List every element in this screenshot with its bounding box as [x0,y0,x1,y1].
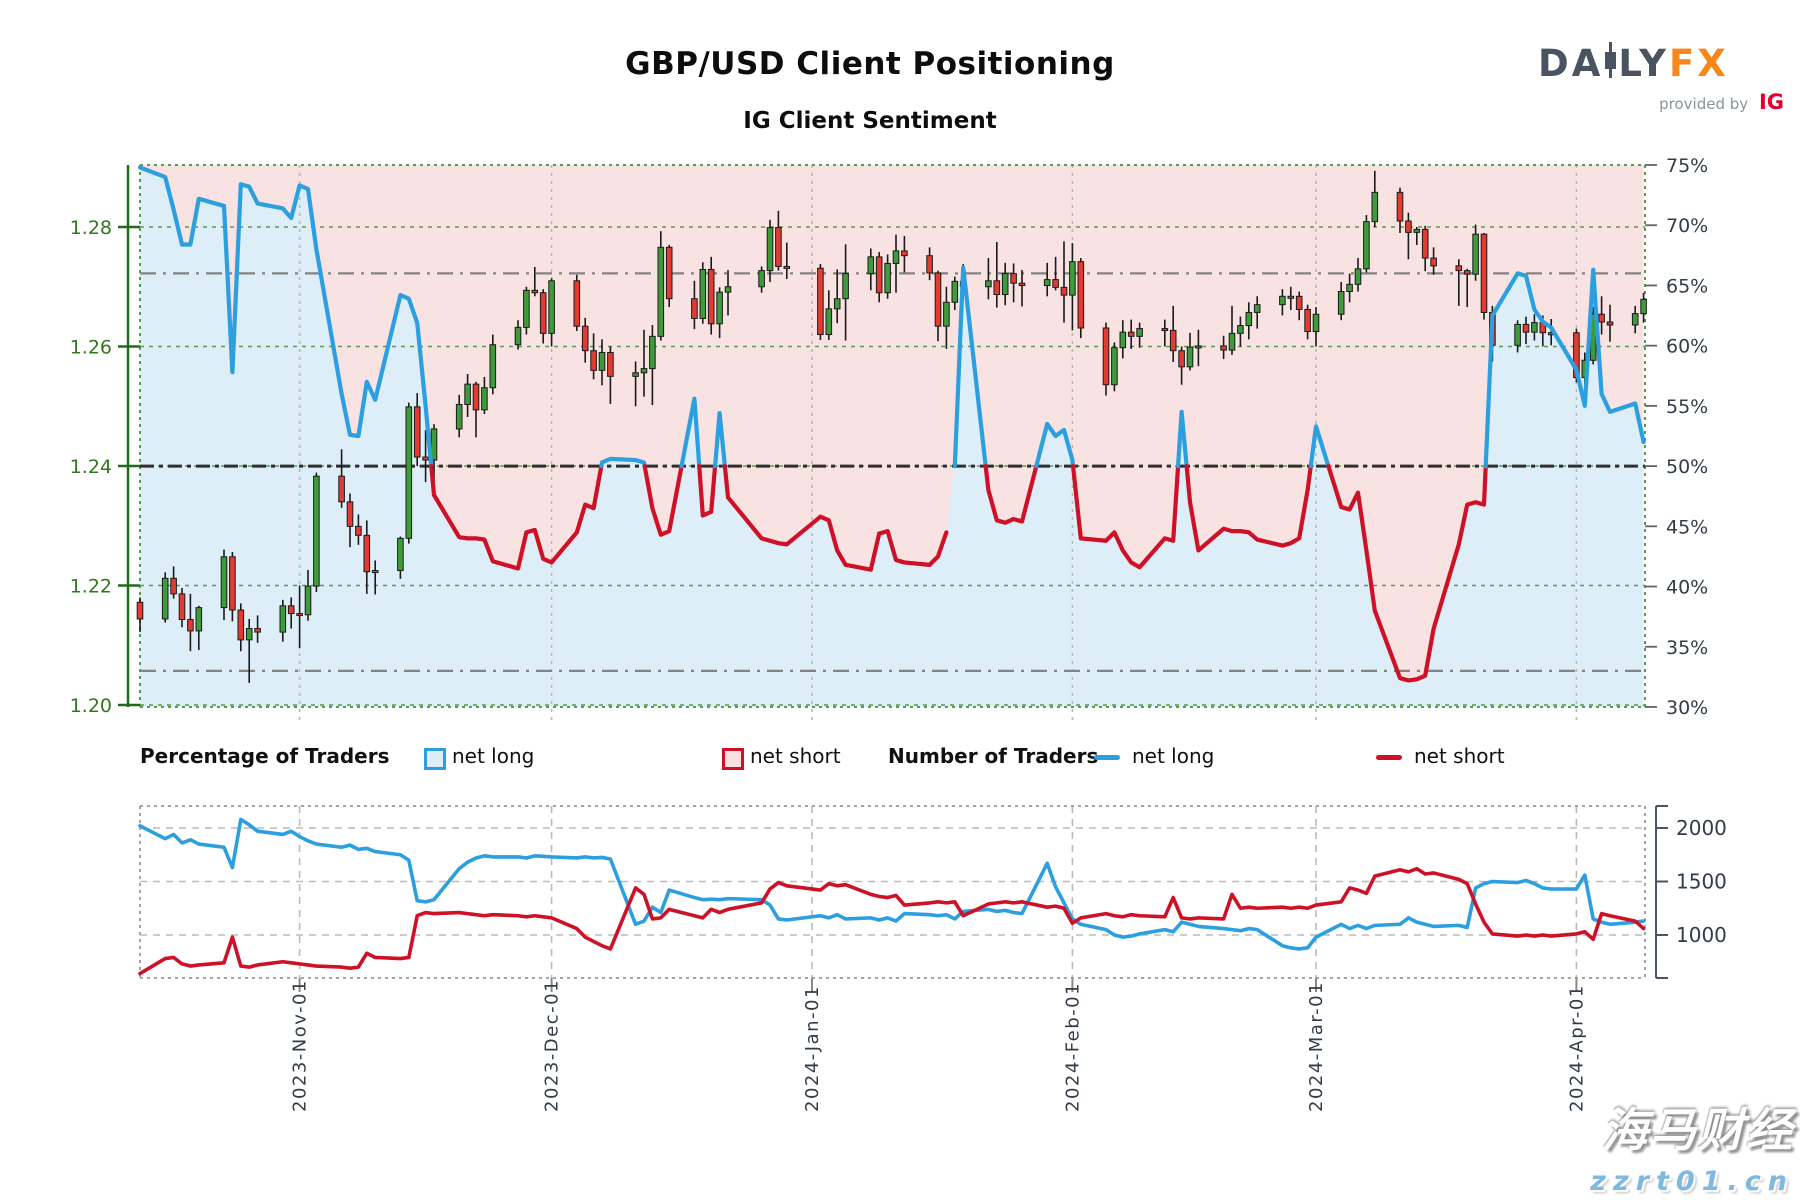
chart-subtitle: IG Client Sentiment [743,108,997,134]
svg-text:2024-Jan-01: 2024-Jan-01 [802,985,823,1112]
provided-by: provided by IG [1538,90,1788,114]
legend-pct-title: Percentage of Traders [140,744,390,768]
svg-text:2023-Dec-01: 2023-Dec-01 [542,979,563,1112]
svg-text:50%: 50% [1666,456,1708,478]
svg-text:1.24: 1.24 [70,456,112,478]
logo-text-da: DA [1538,41,1604,85]
legend-pct-netshort-label: net short [750,744,841,768]
provided-by-text: provided by [1659,95,1749,113]
svg-text:1.26: 1.26 [70,337,112,359]
svg-text:35%: 35% [1666,637,1708,659]
svg-text:65%: 65% [1666,275,1708,297]
svg-text:30%: 30% [1666,697,1708,719]
legend-num-netshort-label: net short [1414,744,1505,768]
svg-text:2024-Mar-01: 2024-Mar-01 [1306,981,1327,1112]
candlestick-icon [1603,40,1618,86]
svg-text:1000: 1000 [1676,923,1727,947]
watermark: 海马财经 zzrt01.cn [1590,1094,1794,1197]
svg-text:2024-Feb-01: 2024-Feb-01 [1062,982,1083,1112]
logo-text-ly: LY [1618,41,1669,85]
svg-text:2023-Nov-01: 2023-Nov-01 [290,979,311,1112]
legend-num-netlong-dash-icon [1094,755,1120,760]
svg-text:75%: 75% [1666,155,1708,177]
watermark-url: zzrt01.cn [1590,1166,1794,1197]
svg-text:1500: 1500 [1676,870,1727,894]
watermark-cn: 海马财经 [1602,1103,1794,1157]
svg-text:40%: 40% [1666,577,1708,599]
page-title: GBP/USD Client Positioning [625,46,1115,82]
legend-num-netlong-label: net long [1132,744,1215,768]
svg-text:1.28: 1.28 [70,217,112,239]
legend-num-netshort-dash-icon [1376,755,1402,760]
dailyfx-wordmark: DA LY FX [1538,40,1788,86]
dailyfx-logo: DA LY FX provided by IG [1538,40,1788,114]
legend-pct-netshort-swatch [722,748,744,770]
legend-pct-netlong-label: net long [452,744,535,768]
svg-text:45%: 45% [1666,516,1708,538]
legend-num-title: Number of Traders [888,744,1099,768]
svg-text:55%: 55% [1666,396,1708,418]
svg-text:2000: 2000 [1676,816,1727,840]
svg-text:60%: 60% [1666,336,1708,358]
ig-logo: IG [1758,90,1784,114]
legend-pct-netlong-swatch [424,748,446,770]
svg-text:1.22: 1.22 [70,576,112,598]
svg-text:1.20: 1.20 [70,695,112,717]
logo-text-fx: FX [1668,41,1729,85]
svg-text:70%: 70% [1666,215,1708,237]
svg-text:2024-Apr-01: 2024-Apr-01 [1566,984,1587,1112]
